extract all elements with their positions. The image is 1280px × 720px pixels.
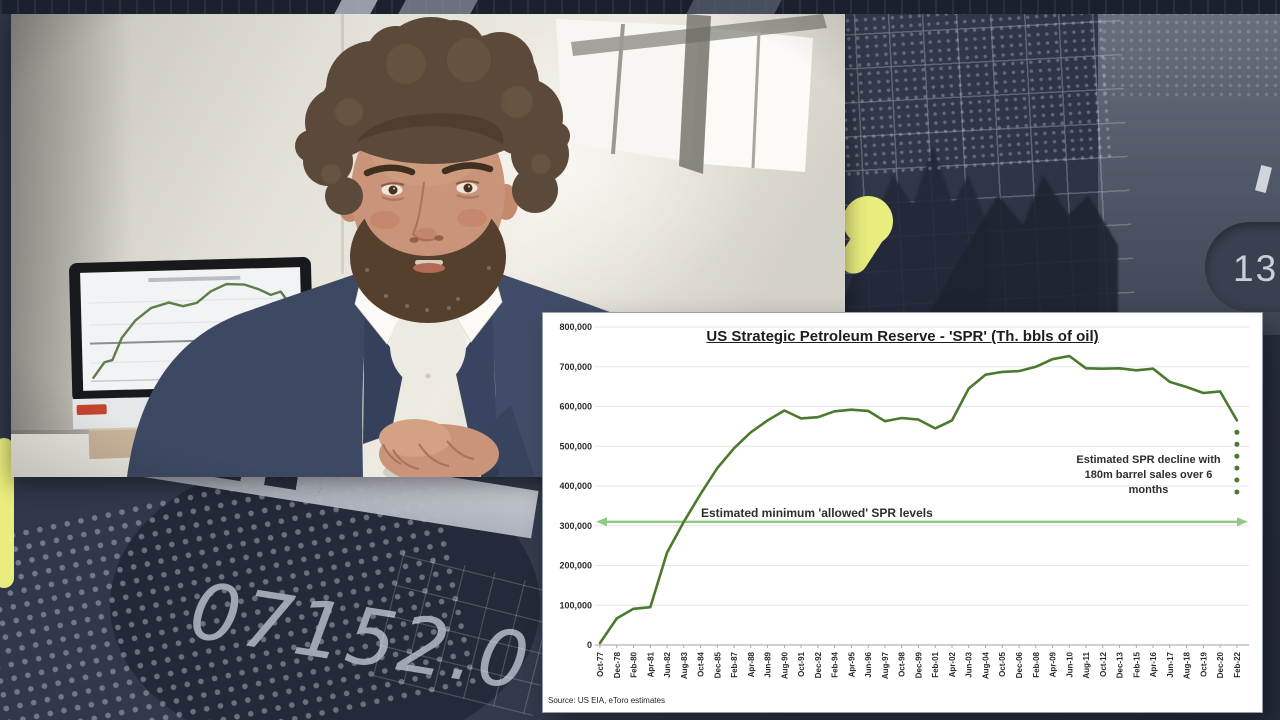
svg-text:Feb-15: Feb-15: [1132, 651, 1141, 677]
svg-text:Apr-16: Apr-16: [1149, 651, 1158, 677]
svg-text:Feb-01: Feb-01: [931, 651, 940, 677]
svg-text:Aug-90: Aug-90: [780, 651, 789, 679]
ticker-marks: [0, 0, 1280, 14]
svg-text:Jun-03: Jun-03: [965, 651, 974, 677]
yellow-accent-shape: [0, 438, 14, 588]
svg-text:700,000: 700,000: [559, 362, 592, 372]
pill-number: 13: [1233, 248, 1279, 289]
svg-text:Dec-78: Dec-78: [613, 651, 622, 678]
min-level-annotation: Estimated minimum 'allowed' SPR levels: [701, 506, 933, 520]
svg-text:Feb-94: Feb-94: [831, 651, 840, 677]
chart-title: US Strategic Petroleum Reserve - 'SPR' (…: [706, 328, 1099, 345]
svg-text:800,000: 800,000: [559, 322, 592, 332]
svg-text:Jun-82: Jun-82: [663, 651, 672, 677]
svg-text:Feb-80: Feb-80: [630, 651, 639, 677]
ticker-streak: [686, 0, 782, 14]
svg-text:Apr-88: Apr-88: [747, 651, 756, 677]
svg-text:Aug-83: Aug-83: [680, 651, 689, 679]
svg-text:Apr-81: Apr-81: [646, 651, 655, 677]
svg-text:0: 0: [587, 640, 592, 650]
svg-text:400,000: 400,000: [559, 481, 592, 491]
svg-text:Oct-19: Oct-19: [1199, 651, 1208, 676]
svg-text:Jun-17: Jun-17: [1166, 651, 1175, 677]
svg-text:Apr-95: Apr-95: [847, 651, 856, 677]
svg-text:Apr-09: Apr-09: [1049, 651, 1058, 677]
svg-text:Dec-13: Dec-13: [1116, 651, 1125, 678]
svg-text:Aug-97: Aug-97: [881, 651, 890, 679]
svg-text:Dec-06: Dec-06: [1015, 651, 1024, 678]
svg-text:Oct-05: Oct-05: [998, 651, 1007, 676]
background-halftone: [824, 0, 1116, 178]
svg-text:Aug-04: Aug-04: [982, 651, 991, 679]
svg-text:600,000: 600,000: [559, 402, 592, 412]
background-ticker-bar: [0, 0, 1280, 14]
svg-text:Dec-92: Dec-92: [814, 651, 823, 678]
decline-annotation: Estimated SPR decline with 180m barrel s…: [1076, 454, 1221, 496]
svg-text:300,000: 300,000: [559, 521, 592, 531]
number-pill: 13: [1205, 222, 1280, 312]
svg-text:Apr-02: Apr-02: [948, 651, 957, 677]
svg-text:500,000: 500,000: [559, 441, 592, 451]
ticker-streak: [398, 0, 478, 14]
svg-text:Aug-11: Aug-11: [1082, 651, 1091, 678]
spr-chart-panel: 0 100,000 200,000 300,000 400,000 500,000 600,…: [543, 313, 1262, 712]
svg-text:Oct-12: Oct-12: [1099, 651, 1108, 676]
svg-text:200,000: 200,000: [559, 561, 592, 571]
svg-text:Jun-96: Jun-96: [864, 651, 873, 677]
svg-text:Dec-85: Dec-85: [713, 651, 722, 678]
svg-text:Dec-20: Dec-20: [1216, 651, 1225, 678]
svg-text:Feb-08: Feb-08: [1032, 651, 1041, 677]
chart-plot: 0 100,000 200,000 300,000 400,000 500,000 600,…: [559, 322, 1249, 679]
svg-text:Oct-98: Oct-98: [898, 651, 907, 676]
svg-text:Feb-22: Feb-22: [1233, 651, 1242, 677]
svg-text:Dec-99: Dec-99: [914, 651, 923, 678]
svg-text:Oct-77: Oct-77: [596, 651, 605, 676]
svg-text:Oct-91: Oct-91: [797, 651, 806, 676]
svg-text:Feb-87: Feb-87: [730, 651, 739, 677]
ticker-streak: [334, 0, 378, 14]
chart-source: Source: US EIA, eToro estimates: [548, 696, 665, 705]
svg-text:100,000: 100,000: [559, 600, 592, 610]
background-mountains: [838, 145, 1118, 315]
svg-text:Jun-89: Jun-89: [764, 651, 773, 677]
svg-text:Aug-18: Aug-18: [1183, 651, 1192, 679]
svg-text:Oct-84: Oct-84: [697, 651, 706, 676]
svg-text:Jun-10: Jun-10: [1065, 651, 1074, 677]
background-halftone: [1100, 0, 1280, 100]
